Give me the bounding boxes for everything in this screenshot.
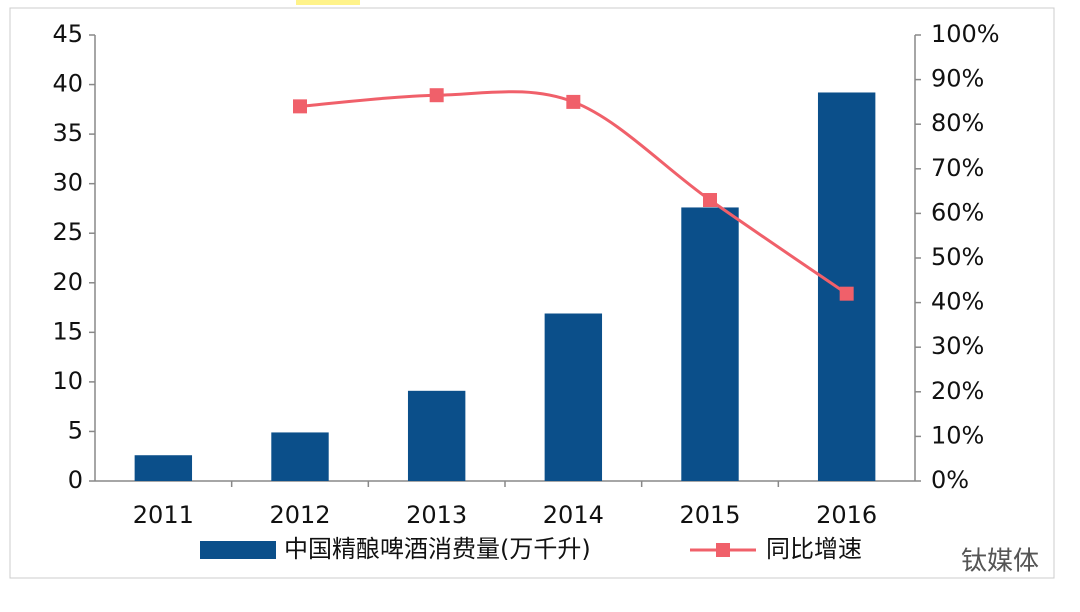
- line-marker: [293, 99, 307, 114]
- legend-label: 中国精酿啤酒消费量(万千升): [284, 535, 591, 563]
- y2-tick-label: 70%: [931, 154, 984, 182]
- y-tick-label: 35: [52, 119, 83, 147]
- y2-tick-label: 100%: [931, 20, 1000, 48]
- x-tick-label: 2012: [269, 501, 330, 529]
- bar: [134, 455, 193, 481]
- y-tick-label: 40: [52, 70, 83, 98]
- y2-tick-label: 90%: [931, 65, 984, 93]
- y-tick-label: 5: [68, 416, 83, 444]
- y-tick-label: 20: [52, 268, 83, 296]
- x-tick-label: 2011: [133, 501, 194, 529]
- y2-tick-label: 60%: [931, 198, 984, 226]
- line-marker: [839, 286, 854, 301]
- highlight: [296, 0, 360, 5]
- watermark: 钛媒体: [961, 547, 1039, 577]
- y2-tick-label: 80%: [931, 109, 984, 137]
- y-tick-label: 15: [52, 317, 83, 345]
- line-marker: [566, 94, 581, 109]
- frame: [9, 7, 1055, 579]
- y2-tick-label: 20%: [931, 377, 984, 405]
- y-tick-label: 25: [52, 218, 83, 246]
- line-marker: [703, 193, 717, 208]
- y2-tick-label: 10%: [931, 421, 984, 449]
- y-tick-label: 0: [68, 466, 83, 494]
- y2-tick-label: 50%: [931, 243, 984, 271]
- line-marker: [429, 88, 444, 103]
- y2-tick-label: 30%: [931, 332, 984, 360]
- line: [299, 90, 848, 295]
- legend-marker: [716, 543, 730, 557]
- bar: [407, 390, 466, 481]
- bar: [681, 207, 739, 481]
- x-tick-label: 2015: [679, 501, 740, 529]
- x-tick-label: 2016: [816, 501, 877, 529]
- y-tick-label: 30: [52, 169, 83, 197]
- y2-tick-label: 40%: [931, 288, 984, 316]
- y-tick-label: 10: [52, 367, 83, 395]
- bar: [271, 432, 329, 481]
- y2-tick-label: 0%: [931, 466, 969, 494]
- y-tick-label: 45: [52, 20, 83, 48]
- legend-swatch: [200, 541, 276, 559]
- bar: [544, 313, 603, 481]
- x-tick-label: 2014: [543, 501, 604, 529]
- x-tick-label: 2013: [406, 501, 467, 529]
- legend-label: 同比增速: [766, 535, 862, 563]
